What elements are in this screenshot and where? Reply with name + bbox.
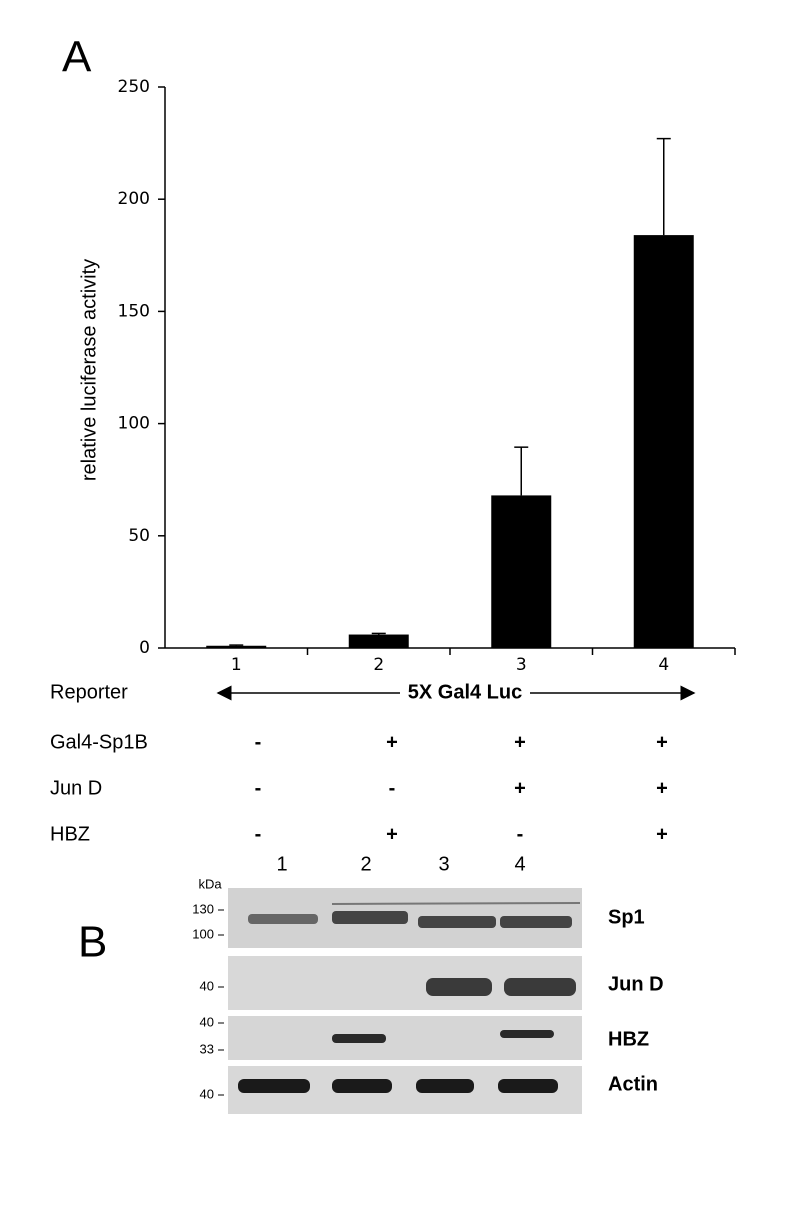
lane-label: 1	[276, 853, 287, 875]
x-tick-label: 2	[373, 655, 384, 675]
lane-label: 4	[514, 853, 525, 875]
sign: +	[514, 731, 526, 753]
marker-label: 33	[200, 1041, 214, 1056]
band	[500, 1030, 554, 1038]
lane-label: 3	[438, 853, 449, 875]
row-label: Gal4-Sp1B	[50, 731, 148, 753]
panel-label: B	[78, 918, 107, 967]
band	[504, 978, 576, 996]
sign: -	[255, 823, 262, 845]
y-tick-label: 100	[118, 414, 150, 434]
marker-label: 40	[200, 1086, 214, 1101]
sign: -	[517, 823, 524, 845]
sign: +	[386, 823, 398, 845]
strip-label: Sp1	[608, 906, 645, 928]
band	[238, 1079, 310, 1093]
band	[500, 916, 572, 928]
sign: +	[656, 731, 668, 753]
construct: 5X Gal4 Luc	[408, 681, 523, 703]
y-tick-label: 200	[118, 189, 150, 209]
marker-label: 40	[200, 1014, 214, 1029]
y-axis-label: relative luciferase activity	[78, 259, 100, 481]
unit-label: kDa	[198, 876, 222, 891]
western-blot: kDa	[198, 876, 582, 1114]
y-tick-label: 150	[118, 301, 150, 321]
sign: -	[389, 777, 396, 799]
y-tick-label: 50	[128, 526, 150, 546]
band	[331, 902, 581, 905]
lane-label: 2	[360, 853, 371, 875]
row-label: HBZ	[50, 823, 90, 845]
sign: -	[255, 731, 262, 753]
band	[498, 1079, 558, 1093]
x-tick-label: 1	[231, 655, 242, 675]
band	[332, 911, 408, 924]
marker-label: 40	[200, 978, 214, 993]
sign: +	[386, 731, 398, 753]
bar	[348, 634, 409, 648]
band	[426, 978, 492, 996]
row-label: Reporter	[50, 681, 128, 703]
strip-label: Actin	[608, 1073, 658, 1095]
band	[332, 1079, 392, 1093]
band	[418, 916, 496, 928]
band	[416, 1079, 474, 1093]
panel-label: A	[62, 33, 92, 82]
row-label: Jun D	[50, 777, 102, 799]
bar	[633, 235, 694, 648]
sign: +	[514, 777, 526, 799]
sign: +	[656, 823, 668, 845]
y-tick-label: 250	[118, 77, 150, 97]
band	[332, 1034, 386, 1043]
marker-label: 130	[192, 901, 214, 916]
x-tick-label: 4	[658, 655, 669, 675]
y-tick-label: 0	[139, 638, 150, 658]
marker-label: 100	[192, 926, 214, 941]
bar	[491, 495, 552, 648]
sign: -	[255, 777, 262, 799]
sign: +	[656, 777, 668, 799]
strip-label: Jun D	[608, 973, 664, 995]
bar	[206, 645, 267, 648]
strip-label: HBZ	[608, 1028, 649, 1050]
band	[248, 914, 318, 924]
x-tick-label: 3	[516, 655, 527, 675]
